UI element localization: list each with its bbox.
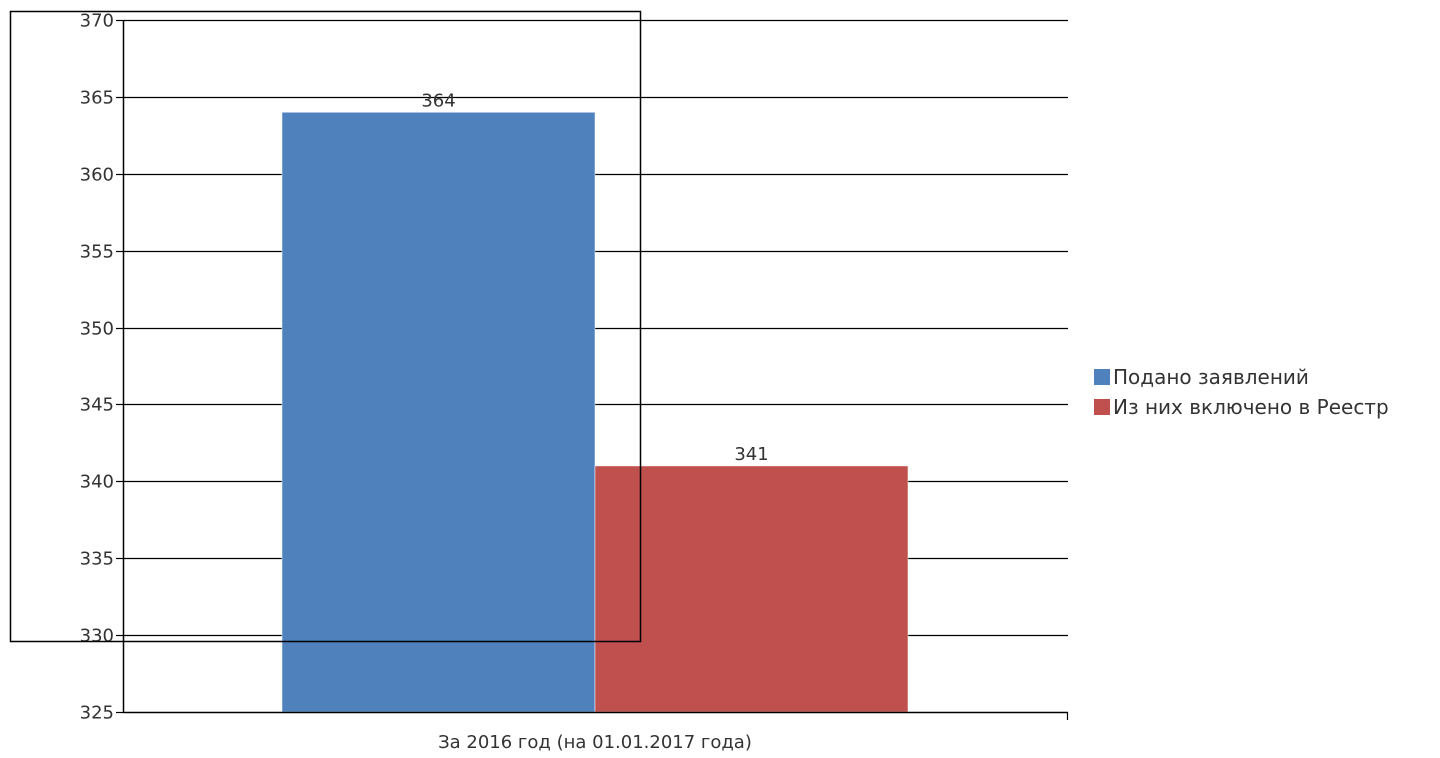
y-tick-label: 365 — [80, 88, 114, 109]
legend: Подано заявлений Из них включено в Реест… — [1094, 362, 1389, 422]
legend-item-included[interactable]: Из них включено в Реестр — [1094, 392, 1389, 422]
bar-submitted — [281, 112, 596, 713]
bars — [281, 112, 909, 713]
gridlines — [123, 19, 1068, 637]
data-label: 364 — [421, 90, 455, 111]
y-tick-label: 370 — [80, 11, 114, 32]
legend-label-submitted: Подано заявлений — [1113, 365, 1309, 389]
y-tick-label: 325 — [80, 703, 114, 724]
y-tick-label: 350 — [80, 319, 114, 340]
x-tick-label: За 2016 год (на 01.01.2017 года) — [438, 732, 752, 753]
y-tick-label: 330 — [80, 626, 114, 647]
y-tick-label: 345 — [80, 395, 114, 416]
data-label: 341 — [734, 444, 768, 465]
y-tick-label: 335 — [80, 549, 114, 570]
bar-included — [594, 465, 909, 713]
legend-label-included: Из них включено в Реестр — [1113, 395, 1389, 419]
y-tick-label: 355 — [80, 242, 114, 263]
labels: 325 330 335 340 345 350 355 360 365 370 364 341 За 2… — [80, 11, 769, 754]
legend-swatch-submitted — [1094, 369, 1110, 385]
y-tick-label: 360 — [80, 165, 114, 186]
axes — [116, 19, 1069, 720]
legend-swatch-included — [1094, 399, 1110, 415]
y-tick-label: 340 — [80, 472, 114, 493]
overlay-frame — [9, 10, 642, 643]
legend-item-submitted[interactable]: Подано заявлений — [1094, 362, 1389, 392]
